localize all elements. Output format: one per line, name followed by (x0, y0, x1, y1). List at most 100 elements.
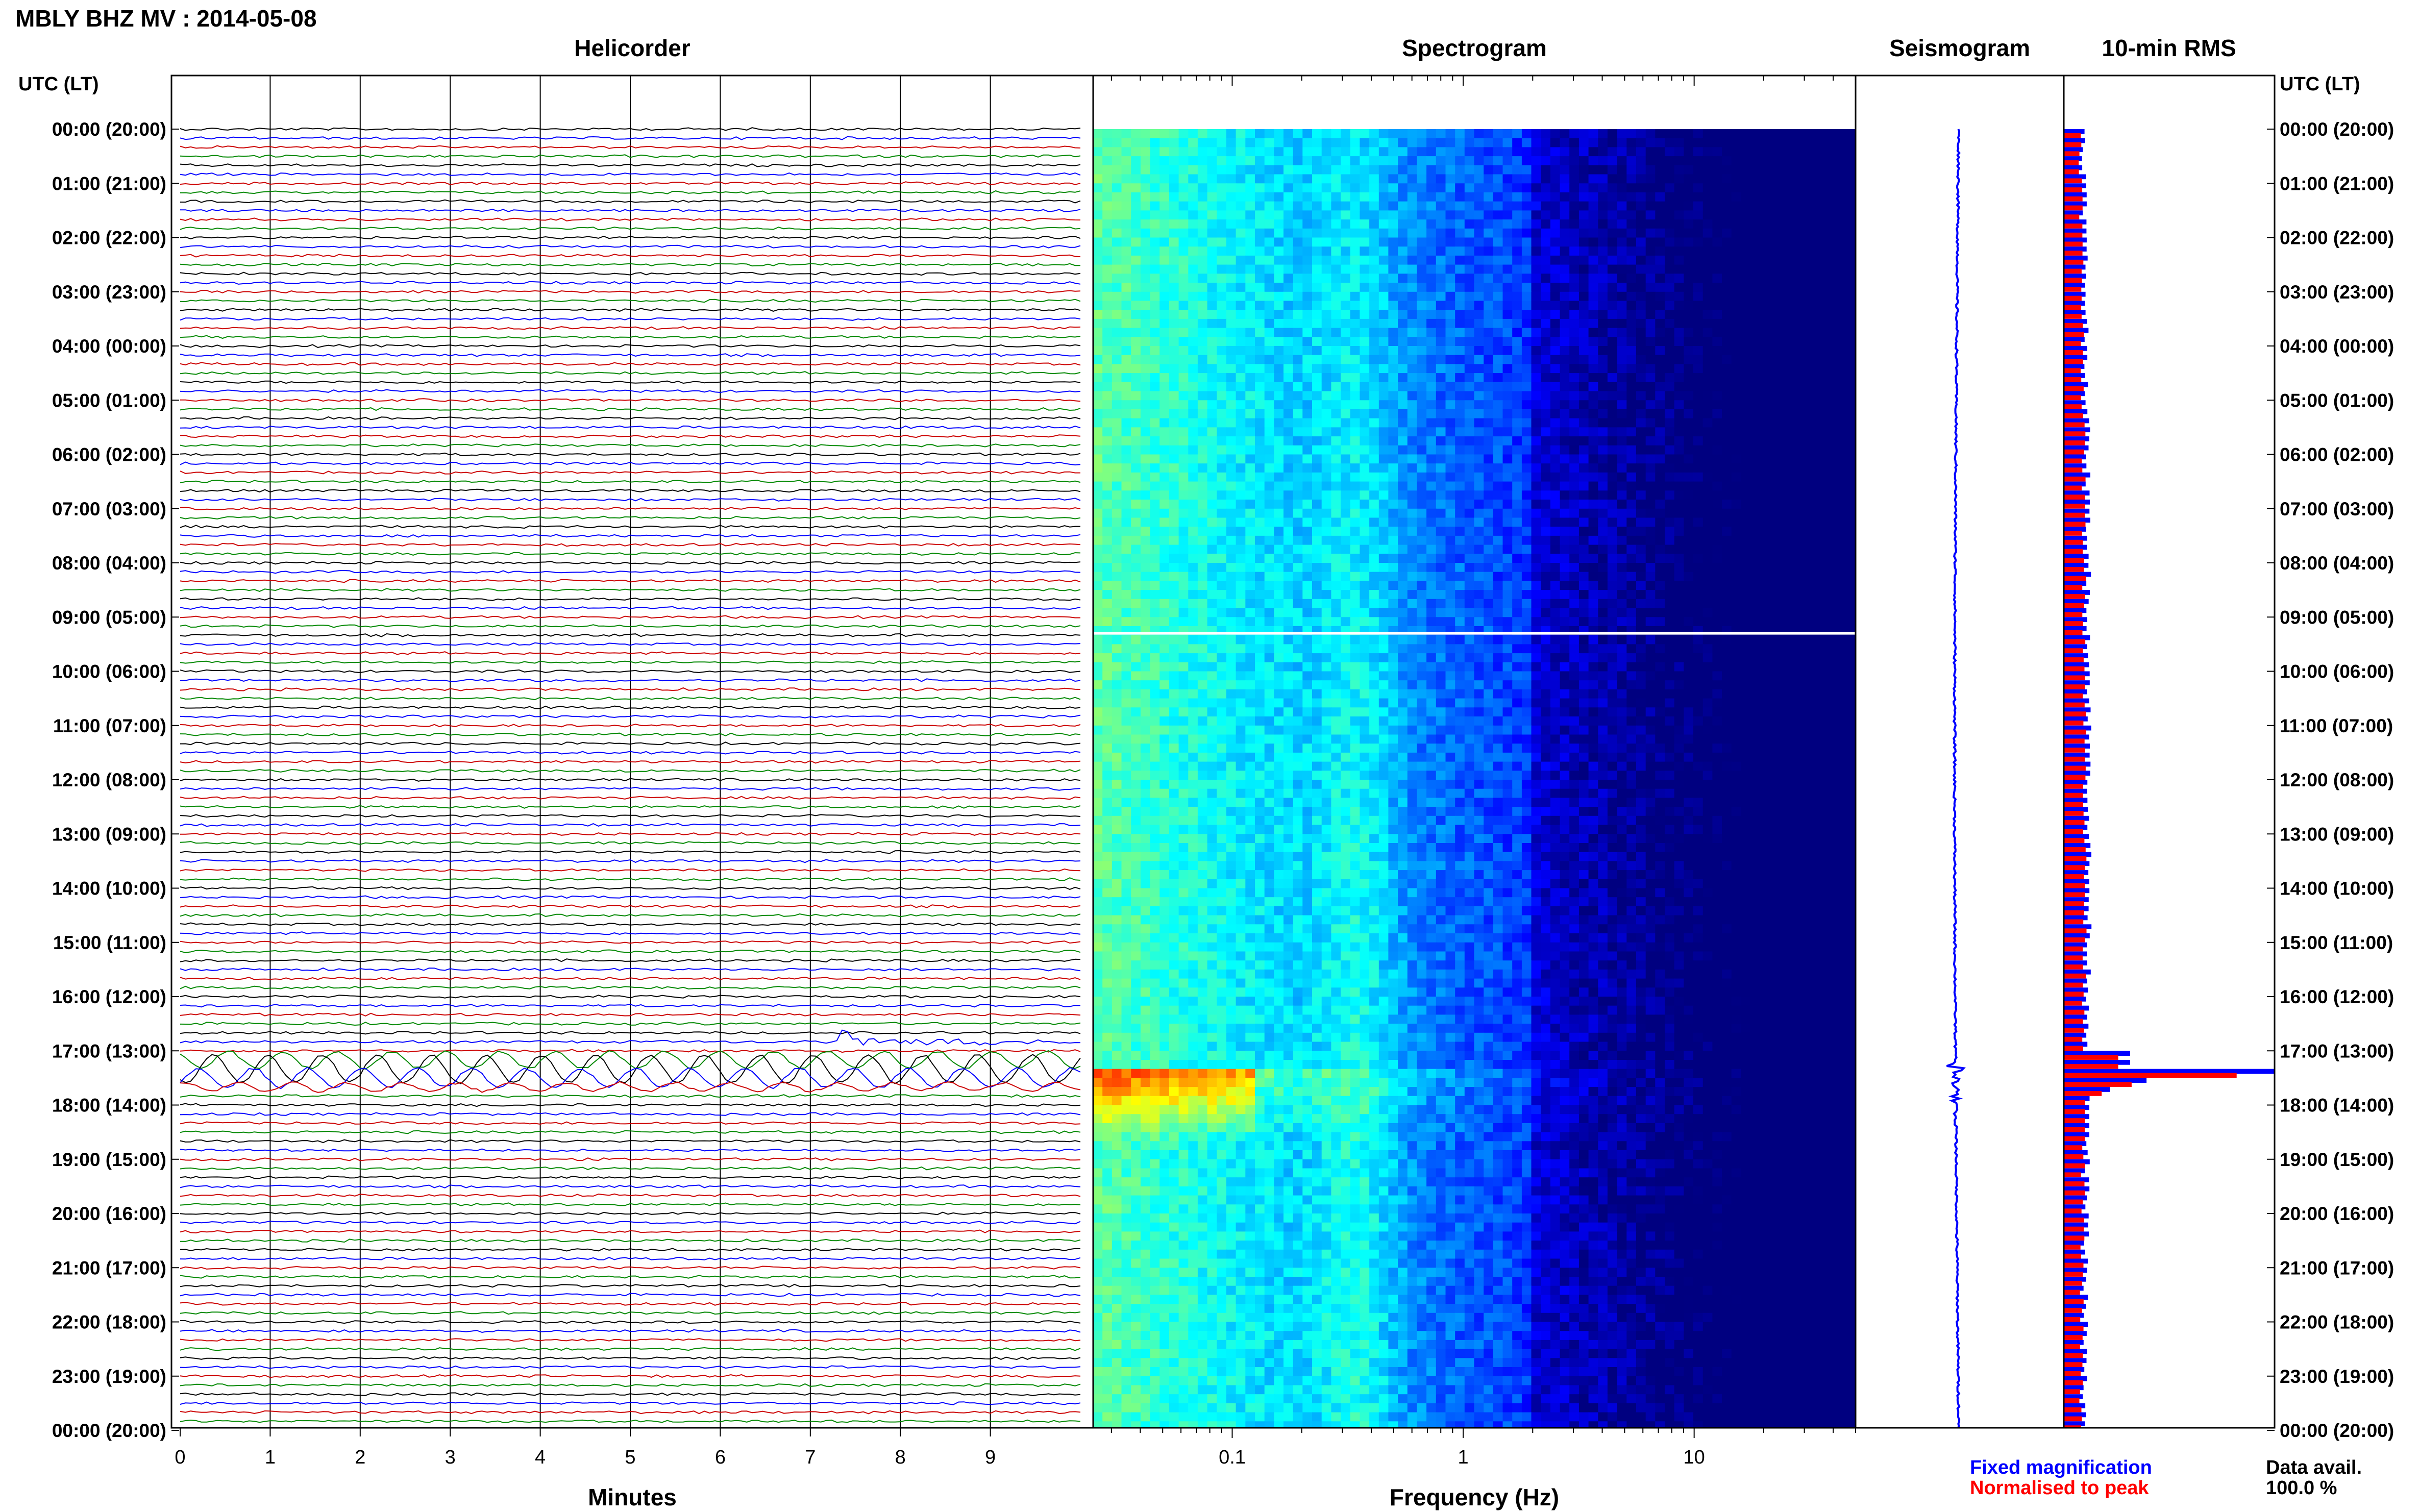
spectrogram-cell (1150, 689, 1161, 699)
spectrogram-cell (1674, 418, 1685, 428)
spectrogram-cell (1236, 689, 1246, 699)
spectrogram-cell (1302, 544, 1313, 554)
spectrogram-cell (1293, 563, 1303, 573)
spectrogram-cell (1502, 391, 1513, 401)
spectrogram-cell (1569, 210, 1579, 220)
spectrogram-cell (1169, 481, 1179, 491)
spectrogram-cell (1645, 644, 1656, 654)
spectrogram-cell (1607, 318, 1618, 329)
spectrogram-cell (1655, 644, 1665, 654)
spectrogram-cell (1445, 418, 1456, 428)
spectrogram-cell (1788, 409, 1799, 419)
spectrogram-cell (1455, 183, 1465, 193)
spectrogram-cell (1684, 346, 1694, 356)
spectrogram-cell (1598, 382, 1608, 392)
spectrogram-cell (1702, 192, 1713, 202)
spectrogram-cell (1188, 608, 1198, 617)
spectrogram-cell (1474, 138, 1485, 147)
spectrogram-cell (1750, 517, 1761, 527)
spectrogram-cell (1665, 517, 1675, 527)
spectrogram-cell (1674, 554, 1685, 563)
spectrogram-cell (1826, 274, 1837, 283)
spectrogram-cell (1578, 445, 1589, 455)
spectrogram-cell (1398, 472, 1408, 482)
spectrogram-cell (1474, 364, 1485, 374)
spectrogram-cell (1817, 481, 1828, 491)
spectrogram-cell (1655, 563, 1665, 573)
spectrogram-cell (1541, 445, 1551, 455)
spectrogram-cell (1588, 337, 1599, 346)
spectrogram-cell (1826, 500, 1837, 509)
spectrogram-cell (1455, 644, 1465, 654)
spectrogram-cell (1140, 364, 1151, 374)
spectrogram-cell (1217, 364, 1227, 374)
spectrogram-cell (1684, 156, 1694, 166)
spectrogram-cell (1112, 490, 1122, 500)
spectrogram-cell (1512, 147, 1522, 157)
spectrogram-cell (1626, 156, 1637, 166)
spectrogram-cell (1788, 662, 1799, 672)
spectrogram-cell (1131, 264, 1141, 274)
spectrogram-cell (1350, 382, 1361, 392)
spectrogram-cell (1578, 599, 1589, 609)
spectrogram-cell (1521, 500, 1532, 509)
spectrogram-cell (1217, 400, 1227, 410)
spectrogram-cell (1283, 246, 1294, 256)
spectrogram-cell (1255, 689, 1265, 699)
spectrogram-cell (1255, 418, 1265, 428)
spectrogram-cell (1350, 490, 1361, 500)
spectrogram-cell (1131, 373, 1141, 383)
spectrogram-cell (1407, 264, 1418, 274)
spectrogram-cell (1760, 219, 1770, 229)
spectrogram-cell (1436, 500, 1446, 509)
spectrogram-cell (1531, 237, 1542, 247)
spectrogram-cell (1531, 581, 1542, 590)
spectrogram-cell (1731, 400, 1742, 410)
spectrogram-cell (1521, 409, 1532, 419)
spectrogram-cell (1645, 318, 1656, 329)
spectrogram-cell (1712, 192, 1723, 202)
spectrogram-cell (1702, 147, 1713, 157)
spectrogram-cell (1264, 490, 1275, 500)
spectrogram-cell (1369, 165, 1379, 175)
spectrogram-cell (1398, 246, 1408, 256)
spectrogram-cell (1569, 264, 1579, 274)
spectrogram-cell (1464, 608, 1475, 617)
spectrogram-cell (1407, 481, 1418, 491)
spectrogram-cell (1760, 283, 1770, 292)
spectrogram-cell (1569, 581, 1579, 590)
spectrogram-cell (1331, 291, 1342, 302)
spectrogram-cell (1760, 572, 1770, 581)
spectrogram-cell (1369, 138, 1379, 147)
spectrogram-cell (1541, 472, 1551, 482)
spectrogram-cell (1331, 554, 1342, 563)
spectrogram-cell (1188, 318, 1198, 329)
spectrogram-cell (1264, 337, 1275, 346)
spectrogram-cell (1312, 337, 1322, 346)
spectrogram-cell (1369, 617, 1379, 627)
spectrogram-cell (1436, 590, 1446, 600)
spectrogram-cell (1636, 219, 1646, 229)
spectrogram-cell (1569, 165, 1579, 175)
spectrogram-cell (1302, 436, 1313, 446)
spectrogram-cell (1560, 653, 1570, 663)
spectrogram-cell (1112, 174, 1122, 184)
spectrogram-cell (1350, 617, 1361, 627)
spectrogram-cell (1455, 454, 1465, 464)
spectrogram-cell (1702, 301, 1713, 310)
spectrogram-cell (1255, 563, 1265, 573)
spectrogram-cell (1312, 653, 1322, 663)
spectrogram-cell (1779, 463, 1789, 473)
spectrogram-cell (1283, 174, 1294, 184)
spectrogram-cell (1588, 346, 1599, 356)
spectrogram-cell (1293, 201, 1303, 211)
spectrogram-cell (1636, 183, 1646, 193)
spectrogram-cell (1731, 527, 1742, 536)
spectrogram-cell (1455, 237, 1465, 247)
spectrogram-cell (1169, 436, 1179, 446)
spectrogram-cell (1598, 156, 1608, 166)
spectrogram-cell (1702, 346, 1713, 356)
spectrogram-cell (1274, 201, 1284, 211)
spectrogram-cell (1217, 563, 1227, 573)
spectrogram-cell (1426, 581, 1437, 590)
